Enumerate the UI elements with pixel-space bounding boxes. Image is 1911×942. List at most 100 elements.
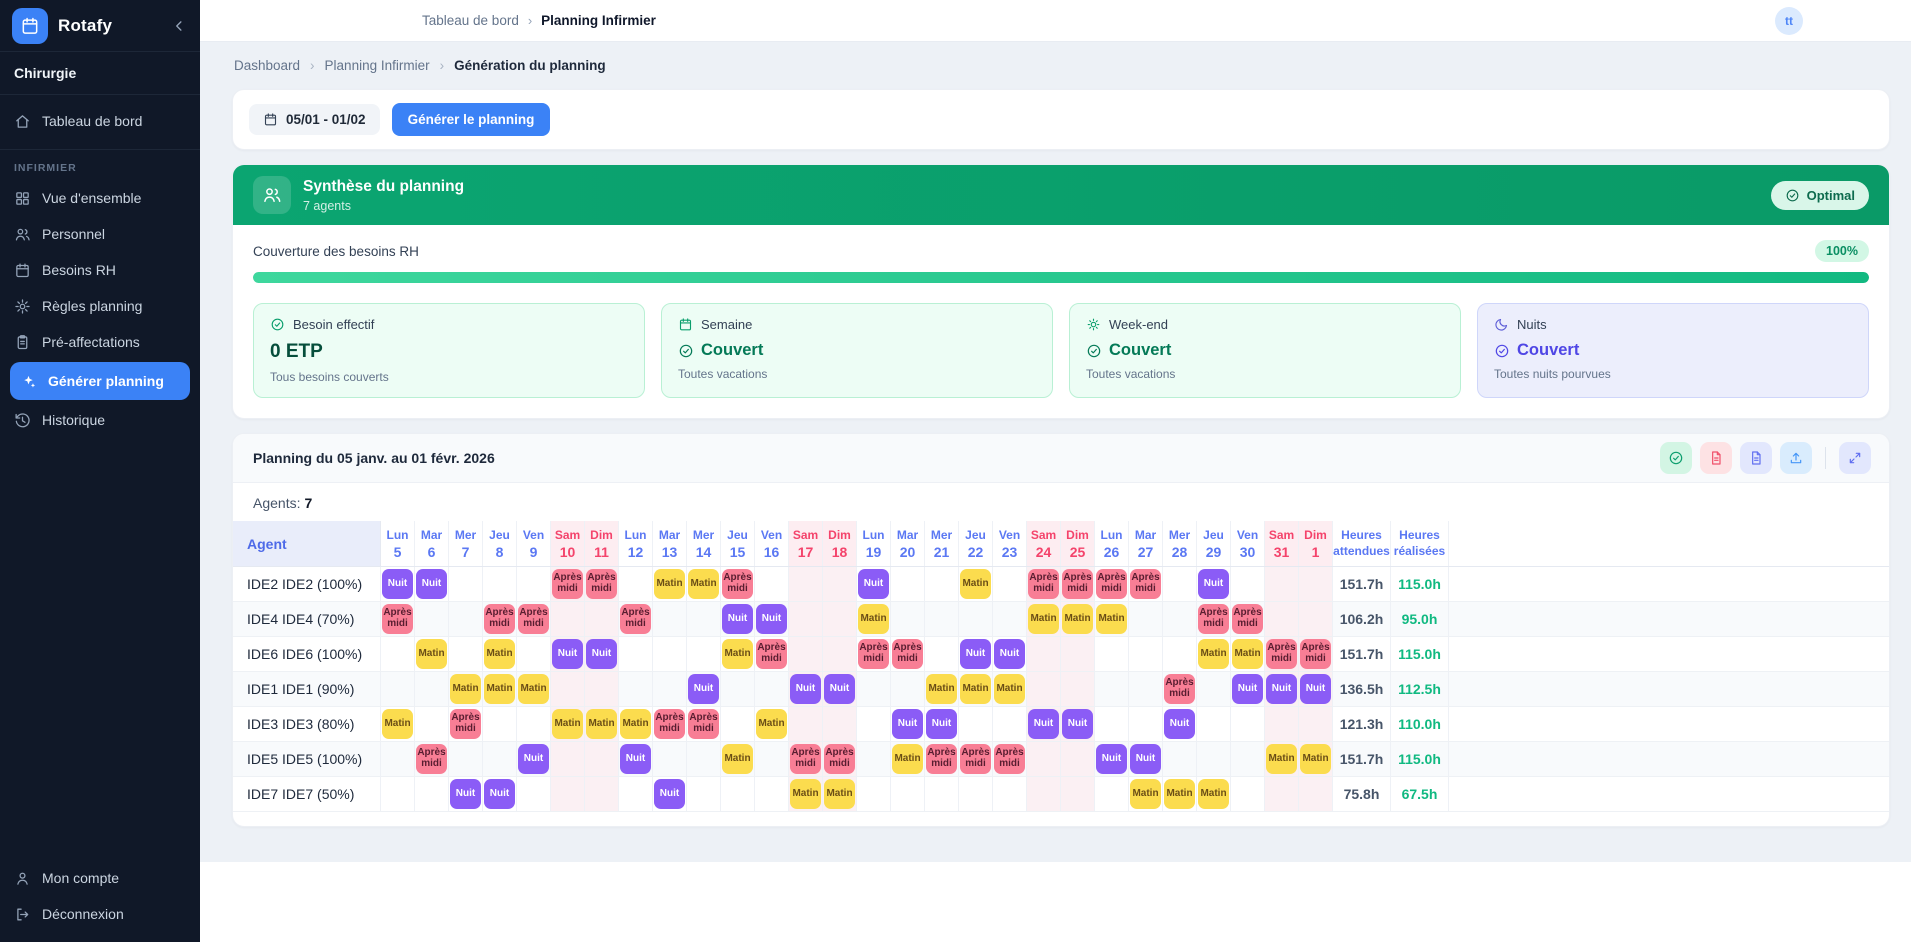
- shift-cell[interactable]: [415, 707, 449, 741]
- shift-cell[interactable]: [891, 602, 925, 636]
- shift-cell[interactable]: Matin: [823, 777, 857, 811]
- shift-cell[interactable]: [925, 602, 959, 636]
- shift-cell[interactable]: [857, 672, 891, 706]
- shift-cell[interactable]: Après midi: [823, 742, 857, 776]
- shift-cell[interactable]: [551, 602, 585, 636]
- shift-chip-apr-s-midi[interactable]: Après midi: [552, 569, 583, 599]
- shift-cell[interactable]: Nuit: [687, 672, 721, 706]
- shift-cell[interactable]: Matin: [925, 672, 959, 706]
- shift-chip-nuit[interactable]: Nuit: [858, 569, 889, 599]
- shift-cell[interactable]: [891, 777, 925, 811]
- shift-chip-matin[interactable]: Matin: [1096, 604, 1127, 634]
- shift-cell[interactable]: [585, 602, 619, 636]
- shift-cell[interactable]: Nuit: [823, 672, 857, 706]
- sidebar-item-vue-d-ensemble[interactable]: Vue d'ensemble: [0, 180, 200, 216]
- shift-cell[interactable]: Matin: [959, 672, 993, 706]
- shift-chip-matin[interactable]: Matin: [892, 744, 923, 774]
- shift-chip-nuit[interactable]: Nuit: [926, 709, 957, 739]
- shift-cell[interactable]: [653, 672, 687, 706]
- shift-cell[interactable]: [381, 672, 415, 706]
- shift-cell[interactable]: Après midi: [619, 602, 653, 636]
- shift-cell[interactable]: [1027, 637, 1061, 671]
- shift-cell[interactable]: Matin: [1299, 742, 1333, 776]
- shift-chip-nuit[interactable]: Nuit: [790, 674, 821, 704]
- shift-cell[interactable]: [619, 567, 653, 601]
- breadcrumb-item-dashboard[interactable]: Dashboard: [234, 58, 301, 73]
- sidebar-item-historique[interactable]: Historique: [0, 402, 200, 438]
- shift-cell[interactable]: Nuit: [857, 567, 891, 601]
- shift-chip-apr-s-midi[interactable]: Après midi: [654, 709, 685, 739]
- shift-cell[interactable]: [585, 672, 619, 706]
- shift-cell[interactable]: [755, 567, 789, 601]
- shift-chip-apr-s-midi[interactable]: Après midi: [1062, 569, 1093, 599]
- shift-chip-nuit[interactable]: Nuit: [994, 639, 1025, 669]
- shift-cell[interactable]: Nuit: [993, 637, 1027, 671]
- shift-cell[interactable]: [993, 567, 1027, 601]
- shift-cell[interactable]: [619, 672, 653, 706]
- shift-chip-apr-s-midi[interactable]: Après midi: [1028, 569, 1059, 599]
- shift-chip-nuit[interactable]: Nuit: [1130, 744, 1161, 774]
- shift-cell[interactable]: Matin: [551, 707, 585, 741]
- shift-chip-matin[interactable]: Matin: [518, 674, 549, 704]
- shift-cell[interactable]: [891, 567, 925, 601]
- shift-cell[interactable]: Après midi: [1163, 672, 1197, 706]
- shift-cell[interactable]: Matin: [1265, 742, 1299, 776]
- shift-cell[interactable]: Nuit: [721, 602, 755, 636]
- shift-chip-nuit[interactable]: Nuit: [756, 604, 787, 634]
- shift-cell[interactable]: [415, 672, 449, 706]
- shift-cell[interactable]: Après midi: [653, 707, 687, 741]
- shift-cell[interactable]: Après midi: [381, 602, 415, 636]
- shift-cell[interactable]: [721, 777, 755, 811]
- shift-cell[interactable]: [857, 777, 891, 811]
- shift-cell[interactable]: Nuit: [415, 567, 449, 601]
- shift-chip-apr-s-midi[interactable]: Après midi: [586, 569, 617, 599]
- shift-cell[interactable]: [517, 567, 551, 601]
- validate-button[interactable]: [1660, 442, 1692, 474]
- shift-cell[interactable]: [789, 637, 823, 671]
- shift-cell[interactable]: [687, 637, 721, 671]
- shift-chip-matin[interactable]: Matin: [1198, 779, 1229, 809]
- shift-cell[interactable]: Nuit: [891, 707, 925, 741]
- shift-cell[interactable]: Nuit: [551, 637, 585, 671]
- shift-cell[interactable]: [1231, 707, 1265, 741]
- shift-cell[interactable]: Nuit: [1129, 742, 1163, 776]
- shift-cell[interactable]: [449, 742, 483, 776]
- shift-cell[interactable]: [925, 637, 959, 671]
- shift-cell[interactable]: Nuit: [449, 777, 483, 811]
- shift-cell[interactable]: Matin: [1163, 777, 1197, 811]
- shift-chip-matin[interactable]: Matin: [1266, 744, 1297, 774]
- sidebar-item-pr-affectations[interactable]: Pré-affectations: [0, 324, 200, 360]
- export-doc-button[interactable]: [1740, 442, 1772, 474]
- shift-cell[interactable]: Après midi: [1197, 602, 1231, 636]
- shift-cell[interactable]: [721, 672, 755, 706]
- shift-cell[interactable]: Après midi: [449, 707, 483, 741]
- shift-cell[interactable]: [1299, 777, 1333, 811]
- shift-cell[interactable]: [1231, 777, 1265, 811]
- shift-cell[interactable]: Nuit: [755, 602, 789, 636]
- shift-cell[interactable]: [687, 602, 721, 636]
- sidebar-item-g-n-rer-planning[interactable]: Générer planning: [10, 362, 190, 400]
- shift-chip-matin[interactable]: Matin: [416, 639, 447, 669]
- shift-chip-matin[interactable]: Matin: [858, 604, 889, 634]
- shift-cell[interactable]: [551, 742, 585, 776]
- shift-cell[interactable]: Nuit: [653, 777, 687, 811]
- shift-chip-nuit[interactable]: Nuit: [824, 674, 855, 704]
- shift-cell[interactable]: Après midi: [925, 742, 959, 776]
- shift-cell[interactable]: [1061, 742, 1095, 776]
- upload-button[interactable]: [1780, 442, 1812, 474]
- shift-cell[interactable]: Après midi: [1061, 567, 1095, 601]
- shift-cell[interactable]: [517, 777, 551, 811]
- shift-cell[interactable]: Après midi: [891, 637, 925, 671]
- shift-chip-apr-s-midi[interactable]: Après midi: [892, 639, 923, 669]
- shift-chip-matin[interactable]: Matin: [824, 779, 855, 809]
- shift-cell[interactable]: [1129, 672, 1163, 706]
- shift-chip-matin[interactable]: Matin: [1300, 744, 1331, 774]
- shift-cell[interactable]: Matin: [959, 567, 993, 601]
- shift-cell[interactable]: [1129, 707, 1163, 741]
- shift-cell[interactable]: Après midi: [415, 742, 449, 776]
- shift-cell[interactable]: [1231, 742, 1265, 776]
- shift-chip-apr-s-midi[interactable]: Après midi: [382, 604, 413, 634]
- shift-chip-nuit[interactable]: Nuit: [1300, 674, 1331, 704]
- shift-cell[interactable]: Matin: [721, 637, 755, 671]
- shift-chip-nuit[interactable]: Nuit: [722, 604, 753, 634]
